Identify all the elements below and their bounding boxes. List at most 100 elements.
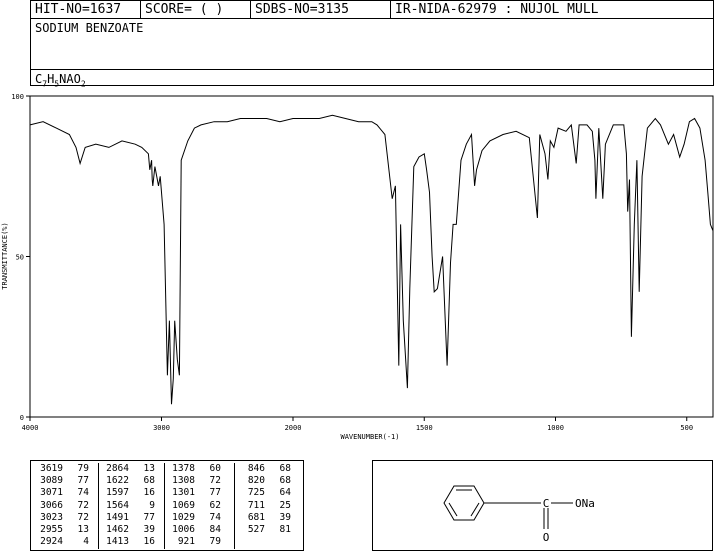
- peak-transmittance: 77: [77, 475, 89, 487]
- peak-table: 3619 79 3089 77 3071 74 3066 72 3023 72 2955 13 2924…: [30, 460, 304, 551]
- hit-number: HIT-NO=1637: [31, 1, 141, 18]
- peak-row: 921 79: [165, 536, 234, 548]
- peak-transmittance: 25: [279, 499, 291, 511]
- peak-row: 820 68: [235, 475, 301, 487]
- score: SCORE= ( ): [141, 1, 251, 18]
- peak-row: 2924 4: [33, 536, 98, 548]
- peak-row: 1029 74: [165, 512, 234, 524]
- peak-transmittance: 77: [209, 487, 221, 499]
- peak-transmittance: 39: [143, 523, 155, 535]
- formula-divider: [31, 69, 713, 70]
- peak-wavenumber: 1301: [172, 487, 195, 499]
- y-axis-label: TRANSMITTANCE(%): [1, 222, 9, 289]
- peak-transmittance: 84: [209, 523, 221, 535]
- y-tick-label: 0: [20, 414, 24, 422]
- ring-double-bond-3: [470, 502, 480, 517]
- ir-spectrum-chart: 4000 3000 2000 1500 1000 500 0 50 100 WAVENUMBER…: [1, 93, 714, 441]
- peak-row: 1006 84: [165, 524, 234, 536]
- peak-row: 711 25: [235, 500, 301, 512]
- peak-wavenumber: 3023: [40, 511, 63, 523]
- peak-row: 1069 62: [165, 500, 234, 512]
- peak-wavenumber: 1069: [172, 499, 195, 511]
- peak-wavenumber: 2864: [106, 463, 129, 474]
- peak-transmittance: 74: [209, 511, 221, 523]
- benzoate-structure: C O ONa: [443, 485, 595, 544]
- x-tick-label: 1500: [416, 424, 433, 432]
- peak-wavenumber: 3619: [40, 463, 63, 474]
- peak-row: 2955 13: [33, 524, 98, 536]
- peak-wavenumber: 820: [247, 475, 265, 487]
- peak-transmittance: 39: [279, 511, 291, 523]
- peak-wavenumber: 1597: [106, 487, 129, 499]
- peak-row: 3023 72: [33, 512, 98, 524]
- peak-wavenumber: 3089: [40, 475, 63, 487]
- peak-wavenumber: 725: [247, 487, 265, 499]
- peak-wavenumber: 2955: [40, 523, 63, 535]
- x-axis-label: WAVENUMBER(-1): [340, 433, 399, 441]
- plot-frame: [29, 95, 714, 418]
- peak-row: 1564 9: [99, 500, 164, 512]
- peak-row: 681 39: [235, 512, 301, 524]
- peak-row: 1462 39: [99, 524, 164, 536]
- peak-column: 2864 13 1622 68 1597 16 1564 9 1491 77 1462 39 1413 1…: [99, 463, 165, 549]
- peak-transmittance: 64: [279, 487, 291, 499]
- chart-axes: 4000 3000 2000 1500 1000 500 0 50 100: [11, 93, 714, 432]
- sdbs-number: SDBS-NO=3135: [251, 1, 391, 18]
- ir-nida-number: IR-NIDA-62979 : NUJOL MULL: [395, 2, 599, 17]
- peak-transmittance: 16: [143, 536, 155, 548]
- peak-row: 846 68: [235, 463, 301, 475]
- peak-wavenumber: 846: [247, 463, 265, 474]
- peak-transmittance: 13: [143, 463, 155, 474]
- peak-row: 3071 74: [33, 487, 98, 499]
- x-tick-label: 1000: [547, 424, 564, 432]
- peak-wavenumber: 1413: [106, 536, 129, 548]
- peak-wavenumber: 921: [177, 536, 195, 548]
- peak-transmittance: 9: [149, 499, 155, 511]
- peak-row: 1413 16: [99, 536, 164, 548]
- peak-wavenumber: 2924: [40, 536, 63, 548]
- peak-wavenumber: 1029: [172, 511, 195, 523]
- peak-transmittance: 68: [143, 475, 155, 487]
- peak-wavenumber: 1308: [172, 475, 195, 487]
- peak-wavenumber: 3071: [40, 487, 63, 499]
- spectrum-series-line: [29, 114, 714, 405]
- peak-wavenumber: 1491: [106, 511, 129, 523]
- peak-row: 1308 72: [165, 475, 234, 487]
- peak-row: 3619 79: [33, 463, 98, 475]
- peak-row: 3066 72: [33, 500, 98, 512]
- peak-row: 527 81: [235, 524, 301, 536]
- x-tick-label: 3000: [153, 424, 170, 432]
- spectrum-header: HIT-NO=1637 SCORE= ( ) SDBS-NO=3135 IR-N…: [30, 0, 714, 89]
- peak-transmittance: 74: [77, 487, 89, 499]
- header-info-row: HIT-NO=1637 SCORE= ( ) SDBS-NO=3135 IR-N…: [31, 1, 713, 19]
- peak-transmittance: 77: [143, 511, 155, 523]
- peak-wavenumber: 711: [247, 499, 265, 511]
- peak-wavenumber: 1564: [106, 499, 129, 511]
- y-tick-label: 100: [11, 93, 24, 101]
- peak-wavenumber: 1378: [172, 463, 195, 474]
- x-tick-label: 2000: [285, 424, 302, 432]
- compound-name: SODIUM BENZOATE: [35, 21, 144, 35]
- peak-wavenumber: 1006: [172, 523, 195, 535]
- peak-row: 1622 68: [99, 475, 164, 487]
- molecular-formula: C7H5NAO2: [35, 72, 86, 89]
- peak-transmittance: 62: [209, 499, 221, 511]
- peak-transmittance: 72: [77, 499, 89, 511]
- peak-transmittance: 72: [209, 475, 221, 487]
- peak-transmittance: 79: [209, 536, 221, 548]
- peak-row: 1378 60: [165, 463, 234, 475]
- sodium-oxide-label: ONa: [575, 497, 595, 510]
- structure-box: C O ONa: [372, 460, 713, 551]
- peak-wavenumber: 1622: [106, 475, 129, 487]
- peak-column: 1378 60 1308 72 1301 77 1069 62 1029 74 1006 84 921 7…: [165, 463, 235, 549]
- peak-row: 1597 16: [99, 487, 164, 499]
- peak-row: 1301 77: [165, 487, 234, 499]
- carbonyl-carbon-label: C: [543, 497, 550, 510]
- benzene-ring: [443, 485, 485, 521]
- peak-transmittance: 13: [77, 523, 89, 535]
- peak-transmittance: 72: [77, 511, 89, 523]
- peak-transmittance: 79: [77, 463, 89, 474]
- peak-row: 2864 13: [99, 463, 164, 475]
- x-tick-label: 500: [680, 424, 693, 432]
- y-tick-label: 50: [16, 254, 24, 262]
